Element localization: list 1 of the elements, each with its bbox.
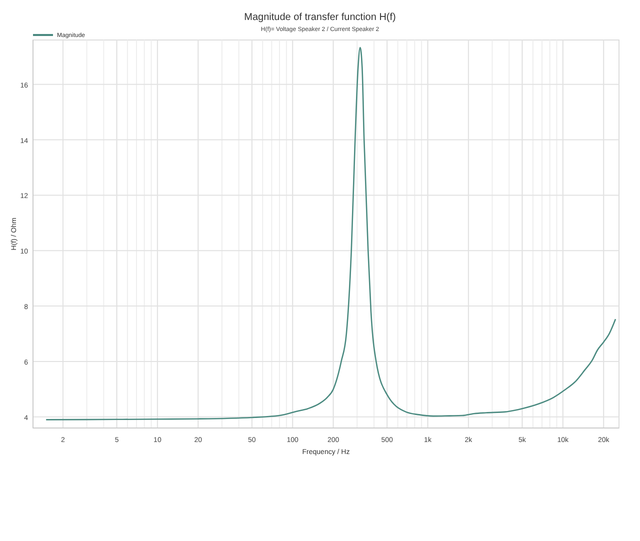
chart-title: Magnitude of transfer function H(f) xyxy=(244,12,396,23)
